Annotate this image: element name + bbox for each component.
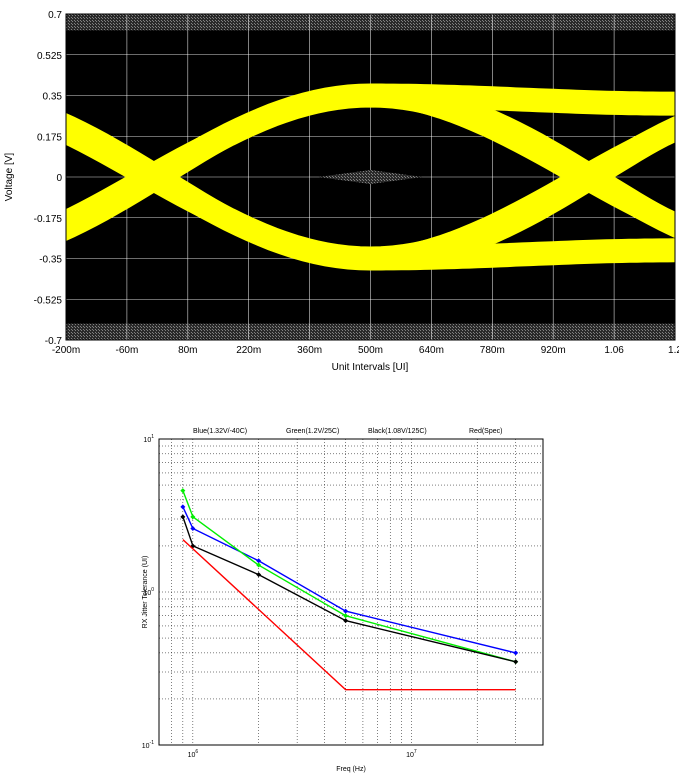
eye-y-tick-labels: 0.7 0.525 0.35 0.175 0 -0.175 -0.35 -0.525 -0.7 — [34, 10, 63, 347]
series-marker — [343, 618, 349, 624]
eye-y-tick-label: 0.7 — [48, 10, 62, 21]
eye-x-tick-label: -200m — [52, 345, 80, 356]
eye-x-tick-label: 80m — [178, 345, 197, 356]
legend-entry-blue: Blue(1.32V/-40C) — [193, 428, 247, 435]
jitter-tolerance-chart: 106 107 10-1 100 101 Blue(1.32V/-40C) Green… — [142, 428, 544, 773]
eye-inner-mask — [318, 170, 423, 184]
series-marker — [256, 558, 262, 564]
series-marker — [513, 659, 519, 665]
eye-trace-band — [370, 93, 675, 112]
eye-y-axis-label: Voltage [V] — [4, 153, 15, 202]
eye-y-tick-label: 0.175 — [37, 132, 62, 143]
series-marker — [256, 562, 262, 568]
eye-mask-diamond — [318, 170, 423, 184]
eye-x-tick-label: 360m — [297, 345, 322, 356]
series-line — [182, 539, 516, 691]
jt-x-axis-label: Freq (Hz) — [336, 766, 366, 773]
eye-x-tick-labels: -200m -60m 80m 220m 360m 500m 640m 780m 920m 1.06… — [52, 345, 679, 356]
eye-x-tick-label: 500m — [358, 345, 383, 356]
eye-plot-frame — [65, 13, 676, 341]
series-marker — [513, 650, 519, 656]
jt-grid — [158, 439, 544, 745]
eye-x-axis-label: Unit Intervals [UI] — [332, 362, 409, 373]
jt-y-tick-label: 10-1 — [142, 740, 154, 750]
eye-trace-band — [370, 249, 675, 268]
eye-trace-band — [66, 118, 675, 261]
jt-y-tick-label: 100 — [143, 587, 154, 597]
series-marker — [343, 613, 349, 619]
jt-series — [180, 488, 519, 691]
series-marker — [190, 514, 196, 520]
legend-entry-black: Black(1.08V/125C) — [368, 428, 427, 435]
eye-traces — [66, 83, 675, 271]
jt-y-tick-label: 101 — [143, 434, 154, 444]
eye-y-tick-label: 0 — [56, 173, 62, 184]
eye-y-tick-label: -0.525 — [34, 295, 63, 306]
series-marker — [180, 514, 186, 520]
eye-x-tick-label: 780m — [480, 345, 505, 356]
eye-trace-band — [370, 242, 675, 261]
series-marker — [256, 572, 262, 578]
jt-x-tick-label: 106 — [188, 749, 199, 759]
eye-x-tick-label: 1.2 — [668, 345, 679, 356]
series-marker — [343, 608, 349, 614]
eye-trace-band — [66, 93, 675, 236]
series-marker — [190, 526, 196, 532]
eye-y-tick-label: 0.525 — [37, 51, 62, 62]
series-marker — [180, 488, 186, 494]
jt-y-axis-label: RX Jitter Tolerance (UI) — [142, 556, 149, 629]
series-marker — [180, 504, 186, 510]
eye-y-tick-label: 0.35 — [43, 92, 63, 103]
eye-x-tick-label: 1.06 — [604, 345, 624, 356]
jt-legend: Blue(1.32V/-40C) Green(1.2V/25C) Black(1… — [193, 428, 502, 435]
jt-x-tick-label: 107 — [406, 749, 417, 759]
eye-x-tick-label: -60m — [116, 345, 139, 356]
eye-y-tick-label: -0.175 — [34, 214, 63, 225]
jt-x-tick-labels: 106 107 — [188, 749, 417, 759]
eye-diagram-chart: -200m -60m 80m 220m 360m 500m 640m 780m 920m 1.06… — [4, 10, 679, 373]
eye-x-tick-label: 220m — [236, 345, 261, 356]
eye-trace-band — [370, 86, 675, 105]
legend-entry-red: Red(Spec) — [469, 428, 502, 435]
eye-x-tick-label: 920m — [541, 345, 566, 356]
legend-entry-green: Green(1.2V/25C) — [286, 428, 339, 435]
jt-plot-frame — [158, 438, 544, 746]
eye-x-tick-label: 640m — [419, 345, 444, 356]
jt-y-tick-labels: 10-1 100 101 — [142, 434, 154, 750]
eye-y-tick-label: -0.7 — [45, 336, 63, 347]
eye-y-tick-label: -0.35 — [39, 255, 62, 266]
